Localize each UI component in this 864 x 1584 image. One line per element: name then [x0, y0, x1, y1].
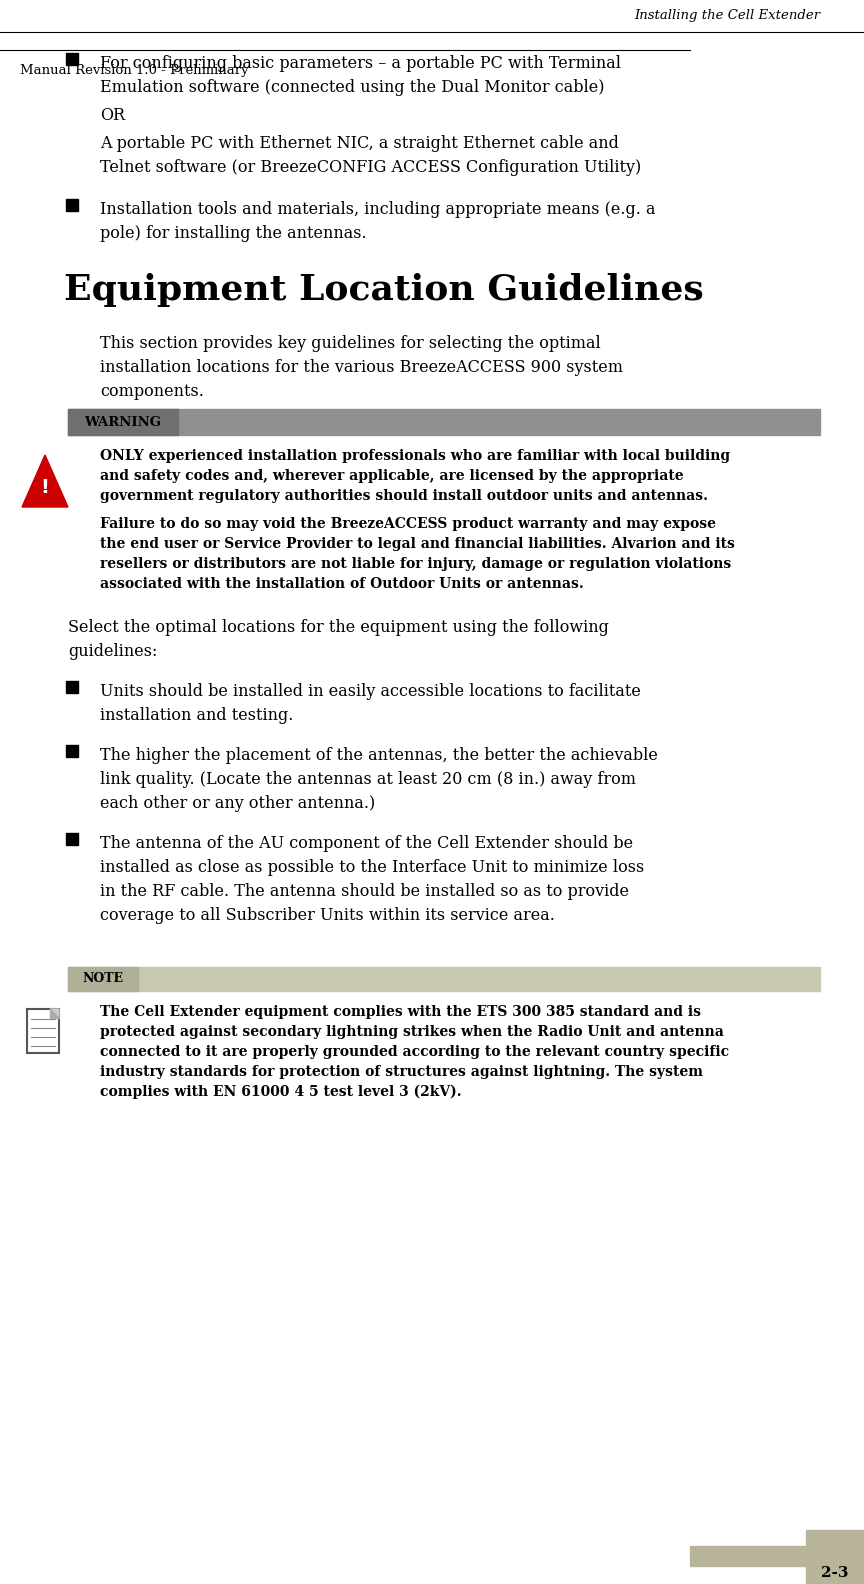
- Text: the end user or Service Provider to legal and financial liabilities. Alvarion an: the end user or Service Provider to lega…: [100, 537, 735, 551]
- Text: WARNING: WARNING: [85, 415, 162, 429]
- Text: and safety codes and, wherever applicable, are licensed by the appropriate: and safety codes and, wherever applicabl…: [100, 469, 683, 483]
- Bar: [68, 966, 138, 992]
- Text: connected to it are properly grounded according to the relevant country specific: connected to it are properly grounded ac…: [100, 1045, 729, 1060]
- Text: NOTE: NOTE: [82, 973, 124, 985]
- Text: For configuring basic parameters – a portable PC with Terminal: For configuring basic parameters – a por…: [100, 55, 621, 71]
- Bar: [68, 409, 820, 436]
- Polygon shape: [22, 455, 68, 507]
- Bar: [68, 409, 178, 436]
- Text: A portable PC with Ethernet NIC, a straight Ethernet cable and: A portable PC with Ethernet NIC, a strai…: [100, 135, 619, 152]
- Text: coverage to all Subscriber Units within its service area.: coverage to all Subscriber Units within …: [100, 908, 555, 923]
- Text: Emulation software (connected using the Dual Monitor cable): Emulation software (connected using the …: [100, 79, 605, 97]
- Text: 2-3: 2-3: [822, 1567, 848, 1579]
- Text: resellers or distributors are not liable for injury, damage or regulation violat: resellers or distributors are not liable…: [100, 558, 731, 570]
- Text: The antenna of the AU component of the Cell Extender should be: The antenna of the AU component of the C…: [100, 835, 633, 852]
- Bar: [66, 52, 78, 65]
- Polygon shape: [50, 1009, 59, 1019]
- Text: OR: OR: [100, 108, 125, 124]
- Text: The higher the placement of the antennas, the better the achievable: The higher the placement of the antennas…: [100, 748, 658, 763]
- Text: guidelines:: guidelines:: [68, 643, 157, 661]
- Text: Equipment Location Guidelines: Equipment Location Guidelines: [64, 272, 704, 307]
- Text: Installing the Cell Extender: Installing the Cell Extender: [634, 10, 820, 22]
- Text: Units should be installed in easily accessible locations to facilitate: Units should be installed in easily acce…: [100, 683, 641, 700]
- Text: each other or any other antenna.): each other or any other antenna.): [100, 795, 375, 813]
- Text: Telnet software (or BreezeCONFIG ACCESS Configuration Utility): Telnet software (or BreezeCONFIG ACCESS …: [100, 158, 641, 176]
- Bar: [66, 200, 78, 211]
- Text: installed as close as possible to the Interface Unit to minimize loss: installed as close as possible to the In…: [100, 859, 645, 876]
- Text: associated with the installation of Outdoor Units or antennas.: associated with the installation of Outd…: [100, 577, 584, 591]
- Text: complies with EN 61000 4 5 test level 3 (2kV).: complies with EN 61000 4 5 test level 3 …: [100, 1085, 461, 1099]
- Text: industry standards for protection of structures against lightning. The system: industry standards for protection of str…: [100, 1064, 703, 1079]
- Polygon shape: [50, 1009, 59, 1019]
- Text: installation locations for the various BreezeACCESS 900 system: installation locations for the various B…: [100, 360, 623, 375]
- Text: !: !: [41, 478, 49, 497]
- Text: government regulatory authorities should install outdoor units and antennas.: government regulatory authorities should…: [100, 489, 708, 504]
- Text: in the RF cable. The antenna should be installed so as to provide: in the RF cable. The antenna should be i…: [100, 882, 629, 900]
- Text: protected against secondary lightning strikes when the Radio Unit and antenna: protected against secondary lightning st…: [100, 1025, 724, 1039]
- Text: ONLY experienced installation professionals who are familiar with local building: ONLY experienced installation profession…: [100, 448, 730, 463]
- Text: Select the optimal locations for the equipment using the following: Select the optimal locations for the equ…: [68, 619, 609, 637]
- Text: installation and testing.: installation and testing.: [100, 706, 294, 724]
- Bar: [27, 1009, 59, 1053]
- Bar: [66, 681, 78, 694]
- Text: Manual Revision 1.0 - Preliminary: Manual Revision 1.0 - Preliminary: [20, 63, 249, 78]
- Bar: [68, 966, 820, 992]
- Text: This section provides key guidelines for selecting the optimal: This section provides key guidelines for…: [100, 334, 600, 352]
- Bar: [66, 833, 78, 844]
- Text: Installation tools and materials, including appropriate means (e.g. a: Installation tools and materials, includ…: [100, 201, 656, 219]
- Text: link quality. (Locate the antennas at least 20 cm (8 in.) away from: link quality. (Locate the antennas at le…: [100, 771, 636, 787]
- Text: Failure to do so may void the BreezeACCESS product warranty and may expose: Failure to do so may void the BreezeACCE…: [100, 516, 716, 531]
- Text: components.: components.: [100, 383, 204, 401]
- Bar: [66, 744, 78, 757]
- Bar: [690, 1546, 864, 1567]
- Text: The Cell Extender equipment complies with the ETS 300 385 standard and is: The Cell Extender equipment complies wit…: [100, 1004, 701, 1019]
- Text: pole) for installing the antennas.: pole) for installing the antennas.: [100, 225, 366, 242]
- Bar: [806, 1530, 864, 1584]
